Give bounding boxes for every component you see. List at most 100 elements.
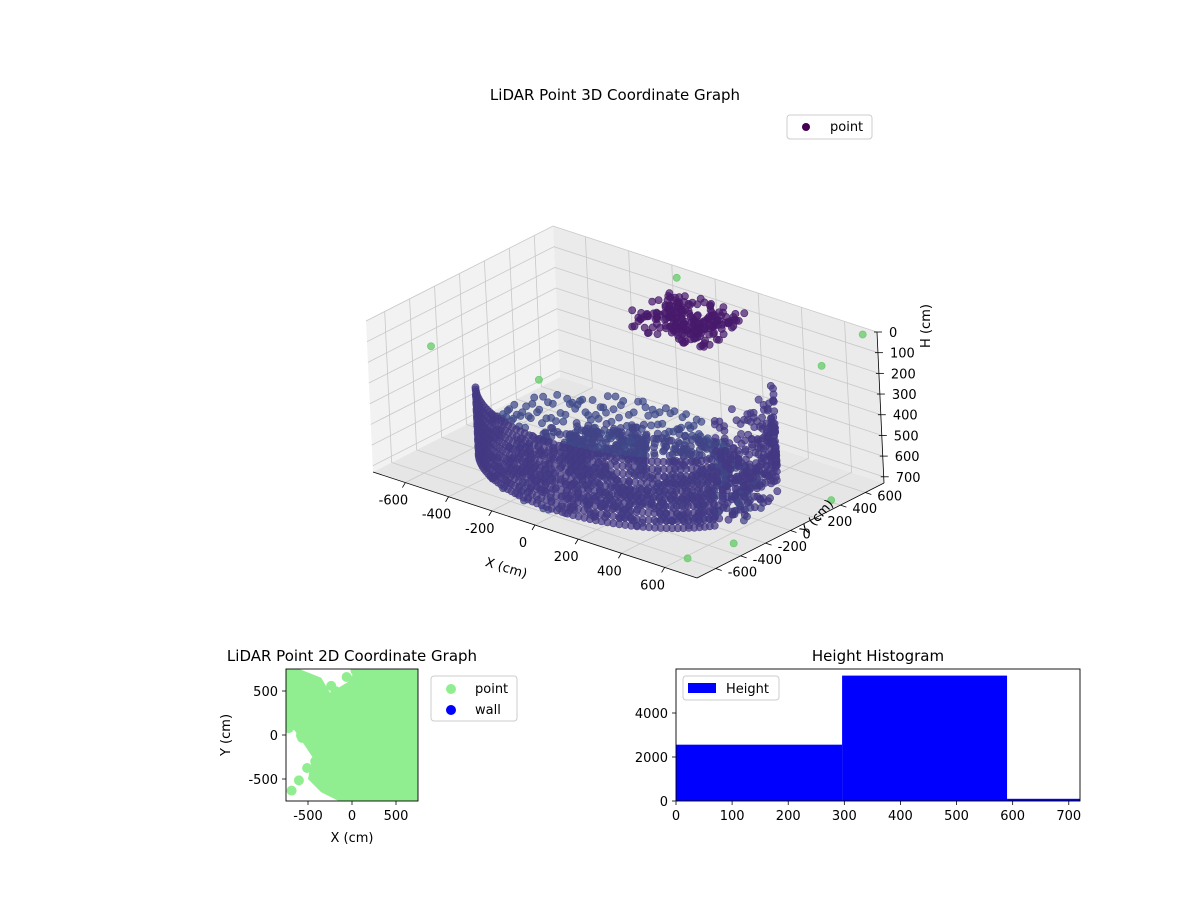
scatter-point (427, 342, 435, 351)
scatter-point (725, 439, 734, 448)
point-marker (406, 688, 417, 699)
z-tick-label: 600 (895, 450, 920, 465)
point-marker (407, 713, 418, 724)
legend-label-point: point (475, 682, 508, 697)
z-tick-label: 100 (890, 347, 915, 362)
scatter-point (654, 420, 662, 429)
x-tick-label: 400 (888, 809, 913, 824)
point-marker (361, 766, 372, 777)
scatter-point (533, 408, 541, 417)
x-tick-label: 200 (776, 809, 801, 824)
y-tick-label: -400 (753, 553, 783, 568)
legend-label-point: point (830, 120, 863, 135)
grid-line-z (368, 287, 881, 395)
point-marker (377, 677, 388, 688)
scatter-point (607, 429, 616, 438)
point-marker (380, 729, 391, 740)
x-tick-label: 300 (832, 809, 857, 824)
z-tick-label: 200 (891, 367, 916, 382)
x-tick-label: 700 (1056, 809, 1081, 824)
scatter-point (702, 444, 711, 453)
point-marker (293, 775, 304, 786)
point-marker (374, 703, 385, 714)
scatter-point (583, 438, 591, 447)
point-marker (404, 774, 415, 785)
scatter-point (700, 339, 709, 348)
point-marker (412, 697, 418, 708)
scatter-point (596, 403, 605, 411)
scatter-point (609, 405, 618, 414)
scatter-point (769, 397, 778, 406)
scatter-point (707, 312, 716, 321)
scatter-point (678, 306, 687, 315)
scatter-point (724, 515, 733, 524)
chart-3d: LiDAR Point 3D Coordinate Graph -600-400… (365, 86, 934, 593)
scatter-point (766, 494, 774, 503)
scatter-point (628, 322, 637, 331)
point-marker (339, 758, 350, 769)
point-marker (375, 779, 386, 789)
point-marker (386, 701, 397, 712)
point-marker (300, 705, 311, 716)
y-tick-label: 200 (827, 515, 852, 530)
scatter-point (556, 409, 565, 417)
scatter-point (734, 446, 742, 455)
scatter-point (653, 313, 661, 322)
scatter-point (717, 311, 726, 320)
legend-label-height: Height (726, 682, 769, 697)
z-tick-label: 0 (889, 326, 897, 341)
legend-marker-point (446, 684, 456, 694)
scatter-point (672, 327, 680, 336)
scatter-point (535, 375, 543, 384)
scatter-point (729, 539, 738, 548)
y-tick-label: 2000 (635, 751, 668, 766)
x-tick (488, 510, 493, 517)
y-tick (840, 504, 847, 508)
point-marker (371, 759, 382, 770)
point-marker (329, 765, 340, 776)
scatter-point (666, 409, 675, 418)
scatter-point (660, 308, 669, 317)
scatter-point (611, 392, 620, 401)
scatter-point (723, 319, 732, 328)
point-marker (350, 669, 361, 676)
point-marker (301, 727, 312, 738)
y-tick-label: -600 (728, 566, 758, 581)
scatter-point (719, 503, 728, 512)
point-marker (353, 723, 364, 734)
chart-2d-legend: point wall (430, 675, 518, 722)
y-tick-label: -200 (778, 540, 808, 555)
histogram-frame (675, 668, 1081, 802)
chart-3d-axes: -600-400-2000200400600-600-400-200020040… (372, 326, 921, 593)
legend-frame (682, 675, 780, 701)
grid-line-z (369, 308, 881, 416)
y-tick (765, 542, 772, 546)
scatter-point (683, 554, 692, 563)
x-tick-label: 600 (1000, 809, 1025, 824)
scatter-point (740, 511, 749, 519)
x-tick (531, 524, 536, 531)
chart-2d-ylabel: Y (cm) (219, 714, 234, 757)
scatter-point (628, 306, 637, 315)
scatter-point (581, 427, 590, 435)
scatter-point (728, 405, 736, 413)
scatter-point (696, 294, 705, 303)
chart-3d-xlabel: X (cm) (483, 555, 529, 582)
point-marker (388, 726, 399, 737)
grid-line-z (367, 266, 880, 374)
point-marker (330, 686, 341, 697)
scatter-point (709, 492, 718, 501)
scatter-point (544, 398, 552, 407)
scatter-point (602, 419, 611, 428)
x-tick (402, 482, 406, 488)
chart-2d: LiDAR Point 2D Coordinate Graph -500 0 500… (219, 647, 518, 846)
chart-2d-xlabel: X (cm) (331, 831, 374, 846)
histogram-title: Height Histogram (812, 647, 944, 665)
scatter-point (612, 441, 621, 450)
scatter-point (559, 417, 568, 426)
histogram-bar (842, 675, 1008, 801)
scatter-point (695, 435, 703, 444)
scatter-point (644, 411, 653, 420)
scatter-point (710, 521, 719, 530)
scatter-point (758, 413, 766, 422)
